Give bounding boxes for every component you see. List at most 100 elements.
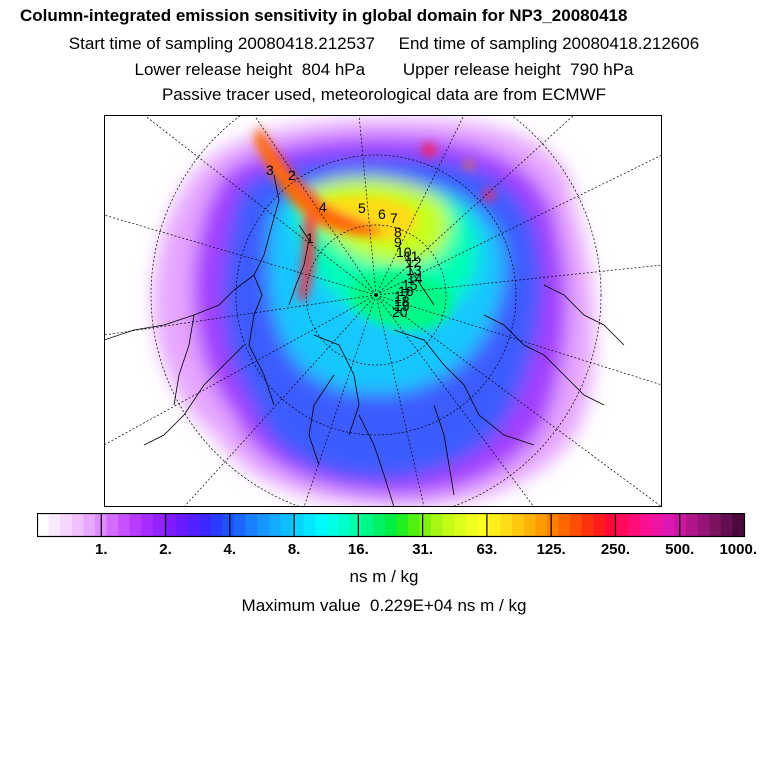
trajectory-label: 6 — [378, 206, 386, 222]
colorbar-cell — [129, 513, 142, 537]
colorbar-cell — [651, 513, 664, 537]
release-height-line: Lower release height 804 hPa Upper relea… — [134, 60, 634, 79]
sensitivity-field — [153, 118, 595, 507]
sensitivity-map: 1 2 3 4 5 6 7 8 9 10 11 12 13 14 15 16 1… — [104, 115, 662, 507]
colorbar-cell — [106, 513, 119, 537]
colorbar-tick-labels: 0. 1. 2. 4. 8. 16. 31. 63. 125. 250. 500… — [95, 541, 757, 558]
colorbar-cell — [546, 513, 560, 537]
colorbar-cell — [639, 513, 652, 537]
colorbar-cell — [234, 513, 247, 537]
trajectory-labels: 1 2 3 4 5 6 7 8 9 10 11 12 13 14 15 16 1… — [266, 162, 423, 320]
map-title: Column-integrated emission sensitivity i… — [20, 6, 628, 25]
colorbar-cell — [141, 513, 154, 537]
colorbar-cell — [210, 513, 224, 537]
colorbar-cell — [512, 513, 525, 537]
trajectory-label: 4 — [319, 199, 327, 215]
colorbar-cell — [604, 513, 618, 537]
map-frame — [104, 115, 662, 507]
colorbar-cell — [222, 513, 235, 537]
colorbar-tick-label: 250. — [601, 541, 630, 558]
colorbar-cell — [245, 513, 258, 537]
trajectory-label: 13 — [406, 262, 422, 278]
colorbar-cell — [674, 513, 687, 537]
trajectory-label: 3 — [266, 162, 274, 178]
trajectory-label: 10 — [396, 244, 412, 260]
colorbar-tick-label: 4. — [224, 541, 237, 558]
colorbar-cell — [523, 513, 536, 537]
trajectory-label: 15 — [402, 277, 418, 293]
colorbar-cell — [662, 513, 676, 537]
colorbar-cell — [280, 513, 293, 537]
trajectory-label: 16 — [398, 283, 414, 299]
colorbar-cell — [268, 513, 281, 537]
colorbar-cell — [535, 513, 548, 537]
grid-lines — [104, 115, 662, 507]
colorbar-cell — [187, 513, 200, 537]
colorbar-cell — [593, 513, 606, 537]
colorbar-cell — [628, 513, 641, 537]
colorbar-cell — [326, 513, 339, 537]
trajectory-label: 12 — [406, 254, 422, 270]
colorbar-cell — [37, 513, 50, 537]
colorbar-frame — [37, 513, 746, 538]
colorbar-cell — [442, 513, 455, 537]
colorbar-cell — [616, 513, 629, 537]
colorbar-cell — [454, 513, 467, 537]
trajectory-label: 19 — [394, 298, 410, 314]
colorbar-cell — [419, 513, 432, 537]
colorbar-tick-label: 500. — [665, 541, 694, 558]
colorbar-cell — [48, 513, 61, 537]
colorbar-cell — [338, 513, 351, 537]
colorbar-tick-label: 16. — [348, 541, 369, 558]
colorbar-tick-label: 125. — [537, 541, 566, 558]
trajectory-label: 17 — [394, 288, 410, 304]
colorbar-cell — [303, 513, 316, 537]
trajectory-label: 20 — [392, 304, 408, 320]
sampling-time-line: Start time of sampling 20080418.212537 E… — [68, 34, 700, 53]
colorbar-cell — [407, 513, 421, 537]
colorbar-cell — [71, 513, 84, 537]
trajectory-label: 8 — [394, 224, 402, 240]
trajectory-label: 9 — [394, 234, 402, 250]
colorbar: 0. 1. 2. 4. 8. 16. 31. 63. 125. 250. 500… — [37, 513, 757, 558]
colorbar-cell — [373, 513, 386, 537]
colorbar-cell — [83, 513, 96, 537]
colorbar-cell — [489, 513, 502, 537]
colorbar-cell — [558, 513, 571, 537]
colorbar-cell — [291, 513, 305, 537]
colorbar-cell — [176, 513, 189, 537]
trajectory-label: 11 — [404, 248, 419, 264]
colorbar-cell — [257, 513, 270, 537]
colorbar-cell — [164, 513, 177, 537]
colorbar-tick-label: 8. — [288, 541, 301, 558]
colorbar-cell — [60, 513, 73, 537]
coastlines — [104, 174, 625, 507]
colorbar-cell — [732, 513, 745, 537]
colorbar-cell — [431, 513, 444, 537]
colorbar-cell — [315, 513, 328, 537]
colorbar-tick-label: 1. — [95, 541, 108, 558]
trajectory-label: 7 — [390, 210, 398, 226]
colorbar-cell — [384, 513, 397, 537]
colorbar-cell — [477, 513, 490, 537]
colorbar-cell — [361, 513, 374, 537]
colorbar-tick-label: 63. — [476, 541, 497, 558]
colorbar-cell — [697, 513, 710, 537]
colorbar-cell — [349, 513, 363, 537]
colorbar-cell — [118, 513, 131, 537]
trajectory-label: 2 — [288, 167, 296, 183]
colorbar-cell — [686, 513, 699, 537]
colorbar-cell — [396, 513, 409, 537]
colorbar-cell — [570, 513, 583, 537]
trajectory-label: 1 — [306, 230, 314, 246]
colorbar-cell — [465, 513, 479, 537]
trajectory-label: 18 — [394, 293, 410, 309]
colorbar-cell — [581, 513, 594, 537]
colorbar-cells — [37, 513, 745, 537]
colorbar-units: ns m / kg — [349, 567, 419, 586]
colorbar-tick-label: 1000. — [719, 541, 757, 558]
colorbar-cell — [500, 513, 513, 537]
maximum-value: Maximum value 0.229E+04 ns m / kg — [241, 596, 527, 615]
colorbar-tick-label: 31. — [412, 541, 433, 558]
trajectory-label: 5 — [358, 200, 366, 216]
